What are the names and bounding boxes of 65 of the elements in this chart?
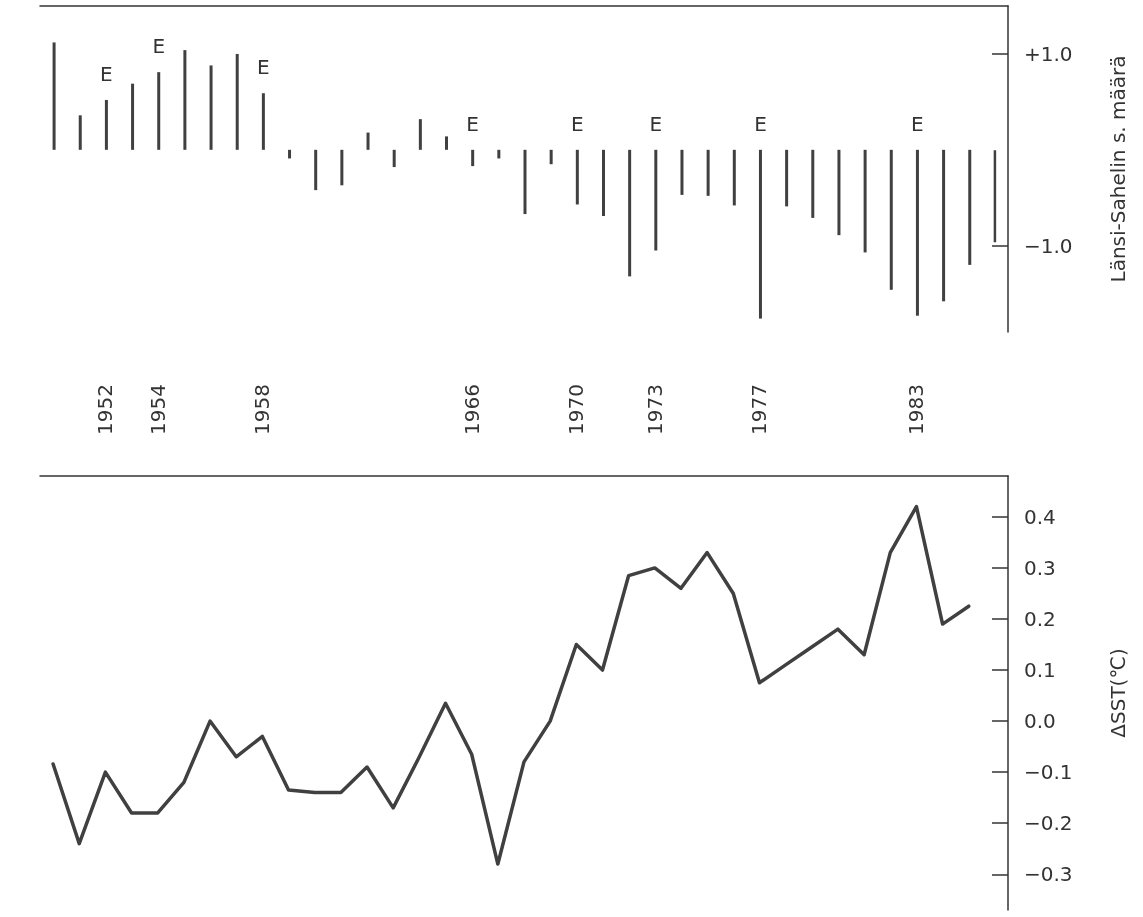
bar [758, 149, 762, 319]
y-tick-label: 0.4 [1024, 504, 1056, 529]
line-series [51, 504, 971, 866]
annotation: E [257, 55, 270, 80]
bar [183, 50, 187, 150]
bar [209, 65, 213, 150]
bar [131, 83, 135, 150]
bar [78, 115, 82, 150]
x-tick-label: 1966 [459, 384, 484, 435]
bar [837, 149, 841, 236]
bar [863, 149, 867, 253]
x-tick-label: 1973 [642, 384, 667, 435]
bar [418, 119, 422, 150]
y-tick-label: 0.1 [1024, 658, 1056, 683]
bar [549, 149, 553, 165]
annotation: E [466, 111, 479, 136]
y-tick-label: 0.3 [1024, 555, 1056, 580]
x-tick-label: 1958 [250, 384, 275, 435]
x-tick-label: 1977 [747, 384, 772, 435]
bar [157, 72, 161, 150]
bar [523, 149, 527, 215]
bar [732, 149, 736, 206]
y-tick-label: −0.3 [1024, 862, 1073, 887]
annotation: E [911, 111, 924, 136]
bar [340, 149, 344, 186]
bar [575, 149, 579, 205]
x-tick-label: 1970 [564, 384, 589, 435]
bar [471, 149, 475, 167]
annotation: E [152, 34, 166, 59]
bar [654, 149, 658, 251]
bar [314, 149, 318, 191]
y-tick-label: −1.0 [1024, 233, 1073, 258]
bar [366, 132, 370, 150]
bar [915, 149, 919, 316]
bar [889, 149, 893, 290]
y-tick-label: 0.2 [1024, 606, 1056, 631]
bar [445, 136, 449, 150]
bar [497, 149, 501, 159]
y-tick-label: +1.0 [1024, 41, 1073, 66]
bar [628, 149, 632, 277]
bar [601, 149, 605, 216]
bar [968, 149, 972, 265]
y-tick-label: −0.1 [1024, 760, 1073, 785]
annotation: E [100, 61, 113, 86]
x-tick-label: 1952 [93, 384, 118, 435]
annotation: E [649, 111, 663, 136]
y-tick-label: −0.2 [1024, 811, 1073, 836]
bar [261, 93, 265, 150]
annotation: E [754, 111, 767, 136]
bar [942, 149, 946, 302]
bar [288, 149, 292, 159]
x-tick-label: 1983 [904, 384, 929, 435]
bar [680, 149, 684, 195]
x-tick-label: 1954 [145, 384, 170, 435]
annotation: E [571, 111, 584, 136]
bar [104, 99, 108, 150]
bar [52, 42, 56, 150]
y-axis-title: Länsi-Sahelin s. määrä [1106, 55, 1130, 283]
bar [811, 149, 815, 218]
y-axis-title: ΔSST(℃) [1106, 648, 1130, 738]
y-tick-label: 0.0 [1024, 709, 1056, 734]
bar [785, 149, 789, 207]
bar [235, 53, 239, 150]
bar [392, 149, 396, 168]
bar [706, 149, 710, 196]
